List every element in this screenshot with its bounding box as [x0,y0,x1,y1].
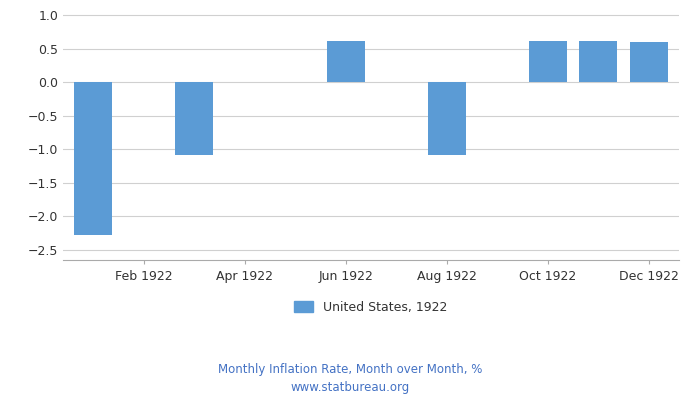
Bar [580,42,617,82]
Bar [175,82,214,155]
Bar [528,42,567,82]
Bar [74,82,112,234]
Bar [327,42,365,82]
Bar [630,42,668,82]
Bar [428,82,466,156]
Text: Monthly Inflation Rate, Month over Month, %: Monthly Inflation Rate, Month over Month… [218,364,482,376]
Legend: United States, 1922: United States, 1922 [295,301,447,314]
Text: www.statbureau.org: www.statbureau.org [290,382,410,394]
